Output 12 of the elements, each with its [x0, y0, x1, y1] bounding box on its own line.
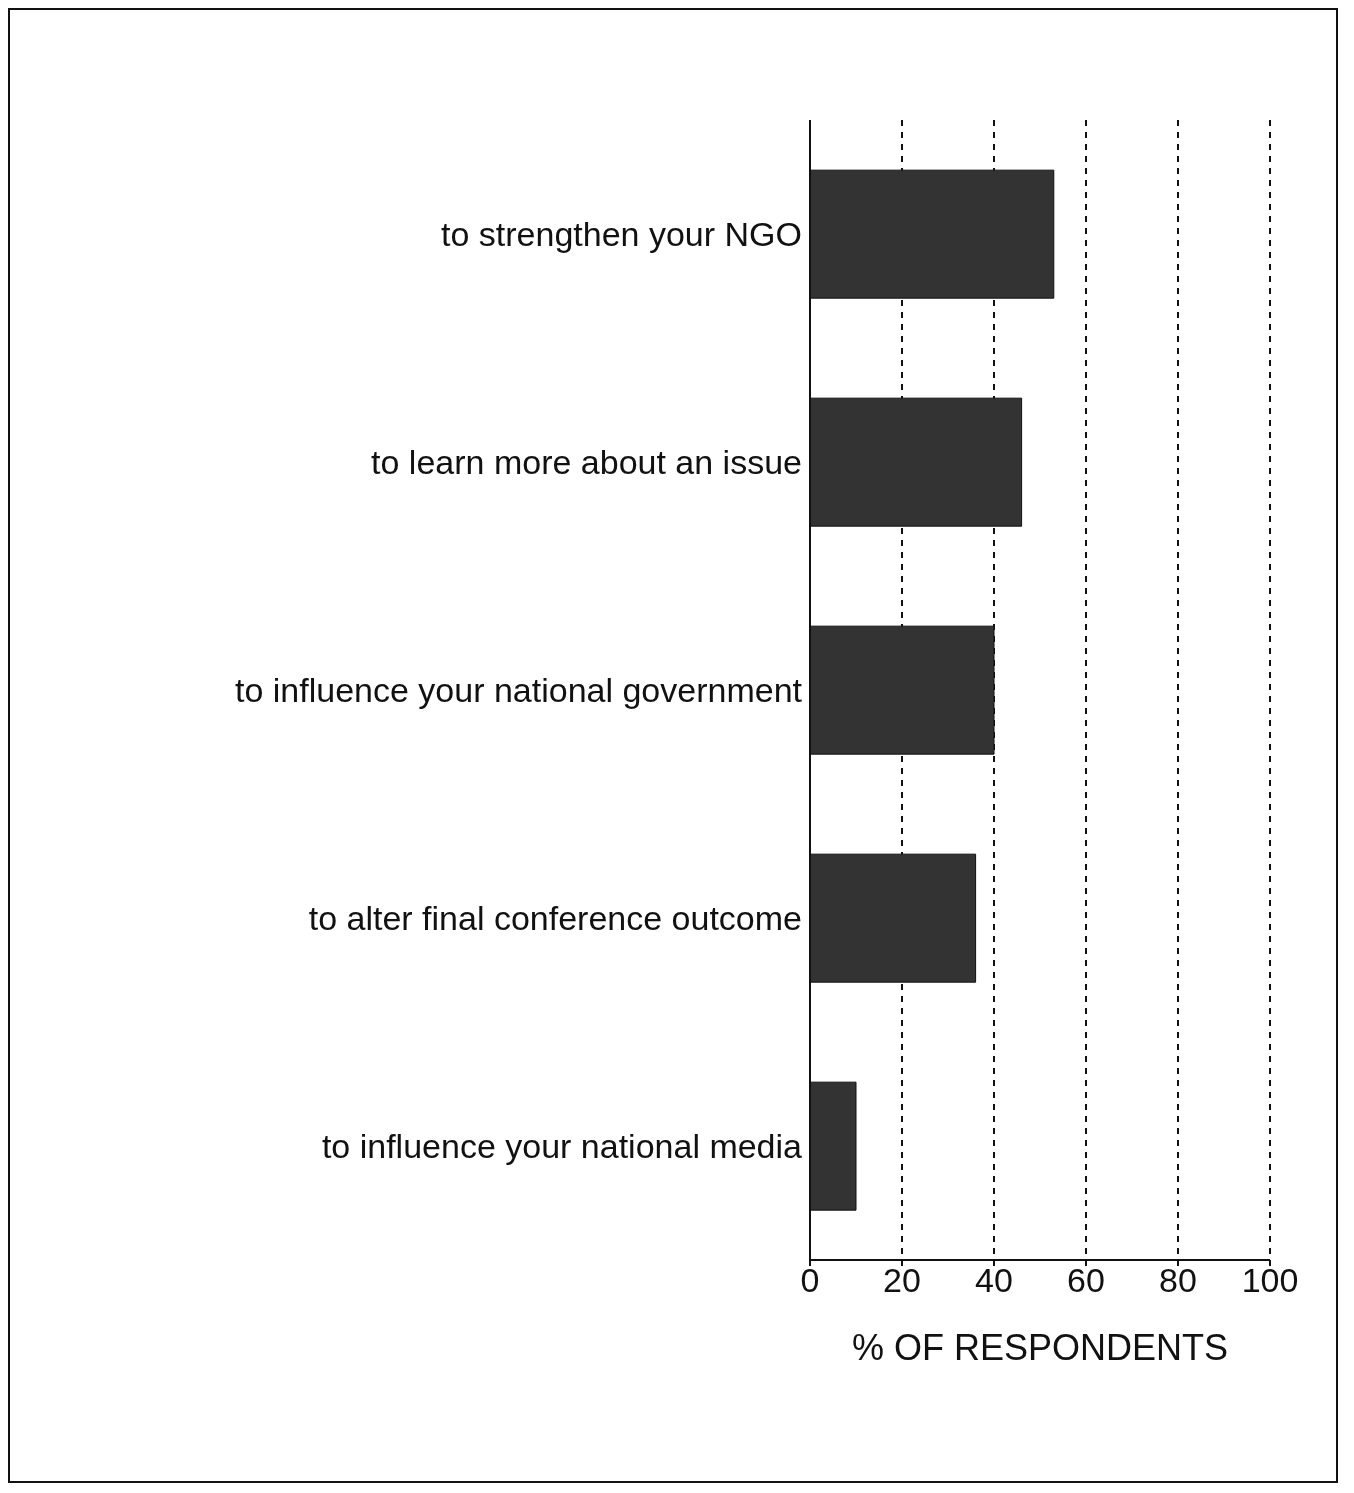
y-tick-label: to influence your national media [321, 1127, 803, 1166]
x-tick-label: 100 [1241, 1261, 1299, 1300]
x-tick-label: 0 [800, 1261, 820, 1300]
x-axis-title: % OF RESPONDENTS [851, 1327, 1229, 1368]
y-tick-label: to alter final conference outcome [308, 899, 802, 938]
y-tick-label: to influence your national government [234, 671, 803, 710]
x-tick-label: 80 [1159, 1261, 1197, 1300]
x-tick-label: 40 [975, 1261, 1013, 1300]
y-tick-label: to strengthen your NGO [441, 215, 802, 254]
x-tick-label: 60 [1067, 1261, 1105, 1300]
y-tick-label: to learn more about an issue [371, 443, 802, 482]
x-tick-label: 20 [883, 1261, 921, 1300]
